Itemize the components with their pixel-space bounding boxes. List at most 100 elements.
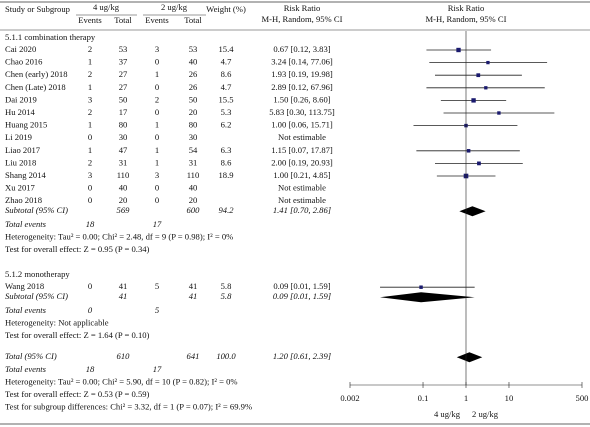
x-tick-label: 0.1 bbox=[418, 393, 429, 403]
favours-label: 4 ug/kg bbox=[434, 409, 461, 419]
cell-text: 1 bbox=[88, 82, 92, 92]
cell-text: Total events bbox=[5, 364, 47, 374]
cell-text: 5.1.1 combination therapy bbox=[5, 32, 96, 42]
cell-text: 1 bbox=[88, 120, 92, 130]
cell-text: 30 bbox=[189, 132, 198, 142]
cell-text: 26 bbox=[189, 82, 198, 92]
cell-text: 569 bbox=[117, 205, 131, 215]
cell-text: 94.2 bbox=[218, 205, 234, 215]
favours-label: 2 ug/kg bbox=[472, 409, 499, 419]
cell-text: Liu 2018 bbox=[5, 157, 36, 167]
header: 2 ug/kg bbox=[161, 2, 188, 12]
header: 4 ug/kg bbox=[93, 2, 120, 12]
cell-text: 610 bbox=[117, 351, 131, 361]
cell-text: 0 bbox=[88, 183, 92, 193]
cell-text: Shang 2014 bbox=[5, 170, 47, 180]
cell-text: 1 bbox=[155, 145, 159, 155]
cell-text: Not estimable bbox=[278, 183, 326, 193]
cell-text: 26 bbox=[189, 69, 198, 79]
cell-text: 27 bbox=[119, 82, 128, 92]
cell-text: 3 bbox=[155, 44, 159, 54]
cell-text: 53 bbox=[189, 44, 198, 54]
cell-text: Xu 2017 bbox=[5, 183, 36, 193]
cell-text: 41 bbox=[189, 281, 198, 291]
cell-text: 5.3 bbox=[221, 107, 232, 117]
cell-text: 20 bbox=[189, 195, 198, 205]
cell-text: 2 bbox=[88, 69, 92, 79]
x-tick-label: 500 bbox=[576, 393, 589, 403]
cell-text: Heterogeneity: Not applicable bbox=[5, 318, 109, 328]
cell-text: 41 bbox=[189, 291, 198, 301]
cell-text: 1 bbox=[88, 145, 92, 155]
cell-text: Cai 2020 bbox=[5, 44, 36, 54]
cell-text: 40 bbox=[189, 183, 198, 193]
cell-text: 2.00 [0.19, 20.93] bbox=[271, 157, 333, 167]
cell-text: 0 bbox=[155, 195, 159, 205]
cell-text: Not estimable bbox=[278, 195, 326, 205]
cell-text: 18.9 bbox=[218, 170, 233, 180]
cell-text: 0 bbox=[155, 57, 159, 67]
cell-text: 30 bbox=[119, 132, 128, 142]
cell-text: 4.7 bbox=[221, 57, 232, 67]
cell-text: 6.3 bbox=[221, 145, 232, 155]
header: Events bbox=[145, 15, 169, 25]
cell-text: 1.00 [0.06, 15.71] bbox=[271, 120, 333, 130]
pooled-diamond bbox=[459, 206, 486, 217]
cell-text: 1.50 [0.26, 8.60] bbox=[273, 94, 330, 104]
cell-text: 1 bbox=[155, 157, 159, 167]
cell-text: Subtotal (95% CI) bbox=[5, 291, 68, 301]
pooled-diamond bbox=[456, 352, 483, 363]
cell-text: 47 bbox=[119, 145, 128, 155]
cell-text: Huang 2015 bbox=[5, 120, 47, 130]
cell-text: 1.15 [0.07, 17.87] bbox=[271, 145, 333, 155]
effect-square bbox=[466, 149, 471, 153]
cell-text: Heterogeneity: Tau² = 0.00; Chi² = 2.48,… bbox=[5, 232, 233, 242]
cell-text: Total events bbox=[5, 219, 47, 229]
cell-text: 1.00 [0.21, 4.85] bbox=[273, 170, 330, 180]
cell-text: 110 bbox=[187, 170, 200, 180]
cell-text: Chao 2016 bbox=[5, 57, 43, 67]
effect-square bbox=[484, 86, 488, 90]
cell-text: 8.6 bbox=[221, 69, 232, 79]
cell-text: Chen (early) 2018 bbox=[5, 69, 68, 79]
cell-text: 2 bbox=[88, 44, 92, 54]
cell-text: 80 bbox=[189, 120, 198, 130]
cell-text: 37 bbox=[119, 57, 128, 67]
cell-text: 54 bbox=[189, 145, 198, 155]
cell-text: 0.67 [0.12, 3.83] bbox=[273, 44, 330, 54]
cell-text: Liao 2017 bbox=[5, 145, 41, 155]
cell-text: 40 bbox=[189, 57, 198, 67]
cell-text: Chen (Late) 2018 bbox=[5, 82, 66, 92]
cell-text: 20 bbox=[119, 195, 128, 205]
cell-text: 1 bbox=[88, 57, 92, 67]
cell-text: 0 bbox=[155, 132, 159, 142]
cell-text: 5 bbox=[155, 305, 160, 315]
cell-text: 27 bbox=[119, 69, 128, 79]
cell-text: 600 bbox=[187, 205, 201, 215]
cell-text: 41 bbox=[119, 291, 128, 301]
cell-text: 2 bbox=[88, 157, 92, 167]
cell-text: Heterogeneity: Tau² = 0.00; Chi² = 5.90,… bbox=[5, 377, 238, 387]
cell-text: 2.89 [0.12, 67.96] bbox=[271, 82, 333, 92]
cell-text: 8.6 bbox=[221, 157, 232, 167]
cell-text: 3 bbox=[88, 170, 92, 180]
header: Total bbox=[114, 15, 132, 25]
cell-text: 0 bbox=[88, 305, 93, 315]
cell-text: 1.93 [0.19, 19.98] bbox=[271, 69, 333, 79]
cell-text: 641 bbox=[187, 351, 200, 361]
cell-text: 6.2 bbox=[221, 120, 232, 130]
cell-text: 15.4 bbox=[218, 44, 234, 54]
cell-text: 41 bbox=[119, 281, 128, 291]
cell-text: 40 bbox=[119, 183, 128, 193]
header: Total bbox=[184, 15, 202, 25]
cell-text: 5 bbox=[155, 281, 159, 291]
cell-text: Not estimable bbox=[278, 132, 326, 142]
effect-square bbox=[419, 285, 423, 289]
cell-text: 1.20 [0.61, 2.39] bbox=[273, 351, 331, 361]
cell-text: 1 bbox=[155, 120, 159, 130]
cell-text: Dai 2019 bbox=[5, 94, 37, 104]
cell-text: 15.5 bbox=[218, 94, 233, 104]
cell-text: 50 bbox=[119, 94, 128, 104]
cell-text: 100.0 bbox=[216, 351, 236, 361]
